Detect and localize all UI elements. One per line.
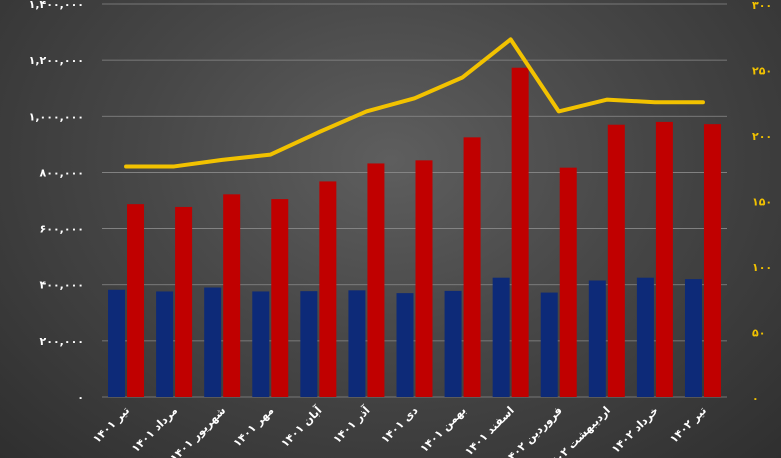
bar-blue bbox=[684, 279, 702, 397]
bar-red bbox=[511, 67, 529, 398]
y2-tick-label: ۵۰ bbox=[752, 327, 765, 340]
y-tick-label: ۶۰۰,۰۰۰ bbox=[40, 223, 84, 236]
bar-blue bbox=[540, 292, 558, 397]
bar-blue bbox=[156, 291, 174, 397]
line-series bbox=[124, 37, 705, 169]
x-tick-label: آذر ۱۴۰۱ bbox=[330, 403, 373, 446]
bar-red bbox=[415, 160, 433, 397]
bar-blue bbox=[300, 291, 318, 397]
bar-red bbox=[271, 199, 289, 397]
bar-red bbox=[127, 204, 145, 397]
y2-tick-label: ۰ bbox=[752, 392, 759, 405]
x-tick-label: مرداد ۱۴۰۱ bbox=[129, 404, 180, 455]
bar-red bbox=[463, 137, 481, 397]
y2-tick-label: ۲۵۰ bbox=[752, 65, 772, 78]
bar-blue bbox=[108, 289, 126, 397]
bar-blue bbox=[588, 280, 606, 397]
bar-blue bbox=[252, 291, 270, 397]
y2-tick-label: ۳۰۰ bbox=[752, 0, 772, 12]
bar-red bbox=[319, 181, 337, 397]
bar-blue bbox=[348, 290, 366, 397]
bar-red bbox=[703, 124, 721, 397]
y2-tick-label: ۱۵۰ bbox=[752, 196, 772, 209]
bar-red bbox=[607, 124, 625, 397]
y-tick-label: ۱,۴۰۰,۰۰۰ bbox=[29, 0, 84, 11]
x-tick-label: بهمن ۱۴۰۱ bbox=[418, 404, 469, 455]
bar-red bbox=[655, 121, 673, 398]
bar-blue bbox=[636, 277, 654, 397]
bar-red bbox=[559, 167, 577, 397]
bar-red bbox=[367, 163, 385, 397]
x-tick-label: خرداد ۱۴۰۲ bbox=[609, 404, 661, 456]
bar-blue bbox=[396, 293, 414, 397]
x-tick-label: مهر ۱۴۰۱ bbox=[231, 404, 277, 450]
bar-red bbox=[223, 194, 241, 397]
y-tick-label: ۴۰۰,۰۰۰ bbox=[40, 279, 84, 292]
bar-blue bbox=[204, 287, 222, 397]
y2-tick-label: ۱۰۰ bbox=[752, 261, 772, 274]
bar-blue bbox=[444, 290, 462, 397]
y-tick-label: ۱,۲۰۰,۰۰۰ bbox=[29, 54, 84, 67]
y-tick-label: ۰ bbox=[77, 391, 84, 404]
x-tick-label: آبان ۱۴۰۱ bbox=[278, 403, 325, 450]
y-tick-label: ۸۰۰,۰۰۰ bbox=[40, 166, 84, 179]
y-tick-label: ۲۰۰,۰۰۰ bbox=[40, 335, 84, 348]
x-tick-label: تیر ۱۴۰۲ bbox=[667, 404, 709, 446]
x-tick-label: تیر ۱۴۰۱ bbox=[90, 404, 132, 446]
x-tick-label: دی ۱۴۰۱ bbox=[379, 404, 421, 446]
y-tick-label: ۱,۰۰۰,۰۰۰ bbox=[29, 110, 84, 123]
bar-red bbox=[175, 206, 193, 397]
bar-blue bbox=[492, 277, 510, 397]
y2-tick-label: ۲۰۰ bbox=[752, 130, 772, 143]
